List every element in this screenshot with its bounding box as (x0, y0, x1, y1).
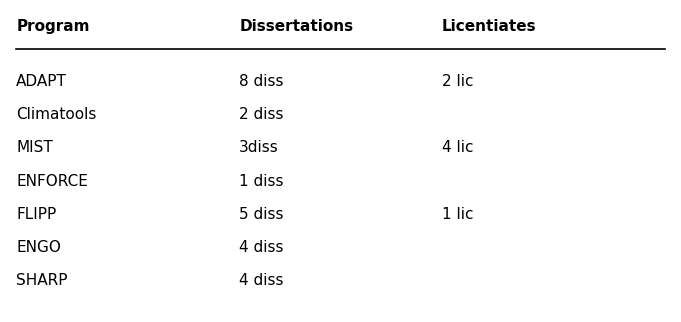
Text: 1 lic: 1 lic (442, 207, 473, 222)
Text: Licentiates: Licentiates (442, 19, 537, 33)
Text: 5 diss: 5 diss (239, 207, 284, 222)
Text: 1 diss: 1 diss (239, 174, 284, 189)
Text: 2 lic: 2 lic (442, 74, 473, 89)
Text: ENGO: ENGO (16, 240, 61, 255)
Text: 4 lic: 4 lic (442, 140, 473, 156)
Text: 4 diss: 4 diss (239, 273, 284, 288)
Text: 3diss: 3diss (239, 140, 279, 156)
Text: Climatools: Climatools (16, 107, 97, 122)
Text: SHARP: SHARP (16, 273, 68, 288)
Text: 2 diss: 2 diss (239, 107, 284, 122)
Text: 4 diss: 4 diss (239, 240, 284, 255)
Text: MIST: MIST (16, 140, 53, 156)
Text: 8 diss: 8 diss (239, 74, 284, 89)
Text: ADAPT: ADAPT (16, 74, 67, 89)
Text: ENFORCE: ENFORCE (16, 174, 88, 189)
Text: Program: Program (16, 19, 90, 33)
Text: Dissertations: Dissertations (239, 19, 353, 33)
Text: FLIPP: FLIPP (16, 207, 57, 222)
